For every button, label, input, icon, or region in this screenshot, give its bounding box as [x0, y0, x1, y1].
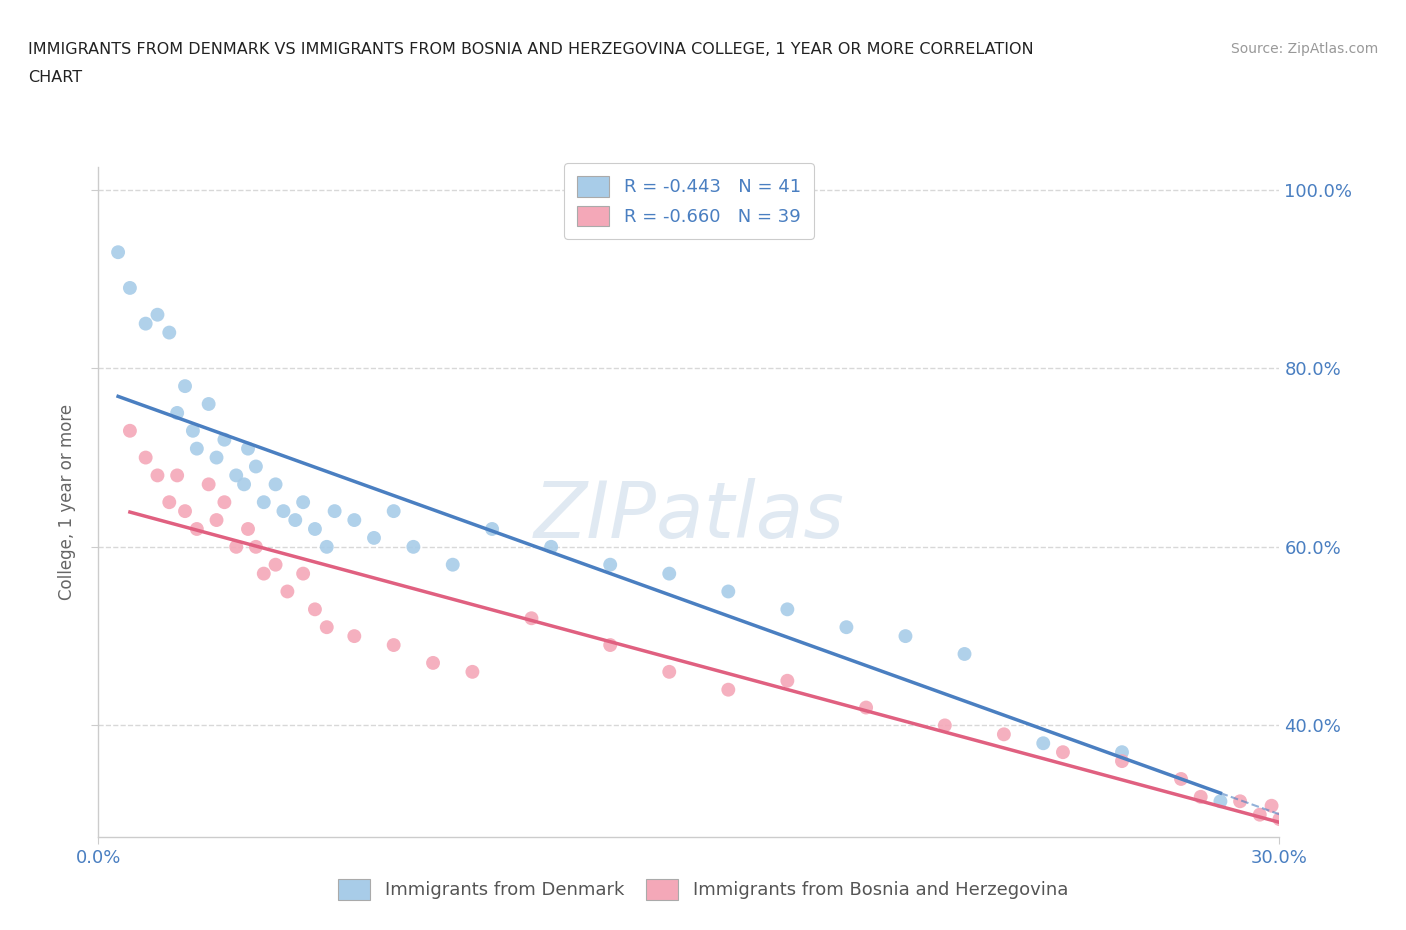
Point — [599, 557, 621, 572]
Point — [323, 504, 346, 519]
Point — [717, 683, 740, 698]
Point — [953, 646, 976, 661]
Point — [205, 450, 228, 465]
Point — [343, 512, 366, 527]
Point — [236, 522, 259, 537]
Point — [461, 664, 484, 679]
Point — [1229, 794, 1251, 809]
Point — [284, 512, 307, 527]
Point — [304, 602, 326, 617]
Point — [315, 539, 337, 554]
Point — [186, 441, 208, 456]
Point — [253, 495, 276, 510]
Point — [166, 405, 188, 420]
Point — [253, 566, 276, 581]
Point — [520, 611, 543, 626]
Point — [835, 619, 858, 634]
Point — [292, 566, 315, 581]
Point — [205, 512, 228, 527]
Point — [186, 522, 208, 537]
Point — [214, 432, 236, 447]
Point — [1249, 807, 1271, 822]
Point — [1189, 790, 1212, 804]
Point — [540, 539, 562, 554]
Point — [245, 539, 267, 554]
Point — [658, 566, 681, 581]
Point — [292, 495, 315, 510]
Point — [855, 700, 877, 715]
Point — [181, 423, 204, 438]
Point — [481, 522, 503, 537]
Point — [304, 522, 326, 537]
Point — [993, 727, 1015, 742]
Point — [402, 539, 425, 554]
Point — [422, 656, 444, 671]
Point — [343, 629, 366, 644]
Point — [1209, 794, 1232, 809]
Point — [1170, 772, 1192, 787]
Point — [135, 450, 157, 465]
Point — [118, 423, 141, 438]
Point — [776, 602, 799, 617]
Point — [157, 495, 180, 510]
Point — [174, 379, 197, 393]
Point — [214, 495, 236, 510]
Point — [166, 468, 188, 483]
Point — [264, 557, 287, 572]
Point — [934, 718, 956, 733]
Point — [146, 307, 169, 322]
Point — [441, 557, 464, 572]
Point — [382, 638, 405, 653]
Point — [1260, 798, 1282, 813]
Point — [717, 584, 740, 599]
Point — [1111, 745, 1133, 760]
Point — [894, 629, 917, 644]
Point — [233, 477, 256, 492]
Point — [225, 539, 247, 554]
Point — [225, 468, 247, 483]
Point — [118, 281, 141, 296]
Point — [1032, 736, 1054, 751]
Point — [363, 530, 385, 545]
Y-axis label: College, 1 year or more: College, 1 year or more — [58, 405, 76, 600]
Text: Source: ZipAtlas.com: Source: ZipAtlas.com — [1230, 42, 1378, 56]
Point — [107, 245, 129, 259]
Point — [776, 673, 799, 688]
Text: ZIPatlas: ZIPatlas — [533, 478, 845, 553]
Point — [197, 396, 219, 411]
Point — [382, 504, 405, 519]
Point — [135, 316, 157, 331]
Point — [273, 504, 295, 519]
Point — [1052, 745, 1074, 760]
Point — [197, 477, 219, 492]
Point — [146, 468, 169, 483]
Point — [174, 504, 197, 519]
Point — [1111, 753, 1133, 768]
Point — [157, 326, 180, 340]
Point — [245, 459, 267, 474]
Point — [264, 477, 287, 492]
Text: IMMIGRANTS FROM DENMARK VS IMMIGRANTS FROM BOSNIA AND HERZEGOVINA COLLEGE, 1 YEA: IMMIGRANTS FROM DENMARK VS IMMIGRANTS FR… — [28, 42, 1033, 57]
Point — [315, 619, 337, 634]
Point — [599, 638, 621, 653]
Legend: R = -0.443   N = 41, R = -0.660   N = 39: R = -0.443 N = 41, R = -0.660 N = 39 — [564, 163, 814, 239]
Point — [1268, 812, 1291, 827]
Point — [236, 441, 259, 456]
Text: CHART: CHART — [28, 70, 82, 85]
Point — [658, 664, 681, 679]
Legend: Immigrants from Denmark, Immigrants from Bosnia and Herzegovina: Immigrants from Denmark, Immigrants from… — [330, 871, 1076, 907]
Point — [276, 584, 298, 599]
